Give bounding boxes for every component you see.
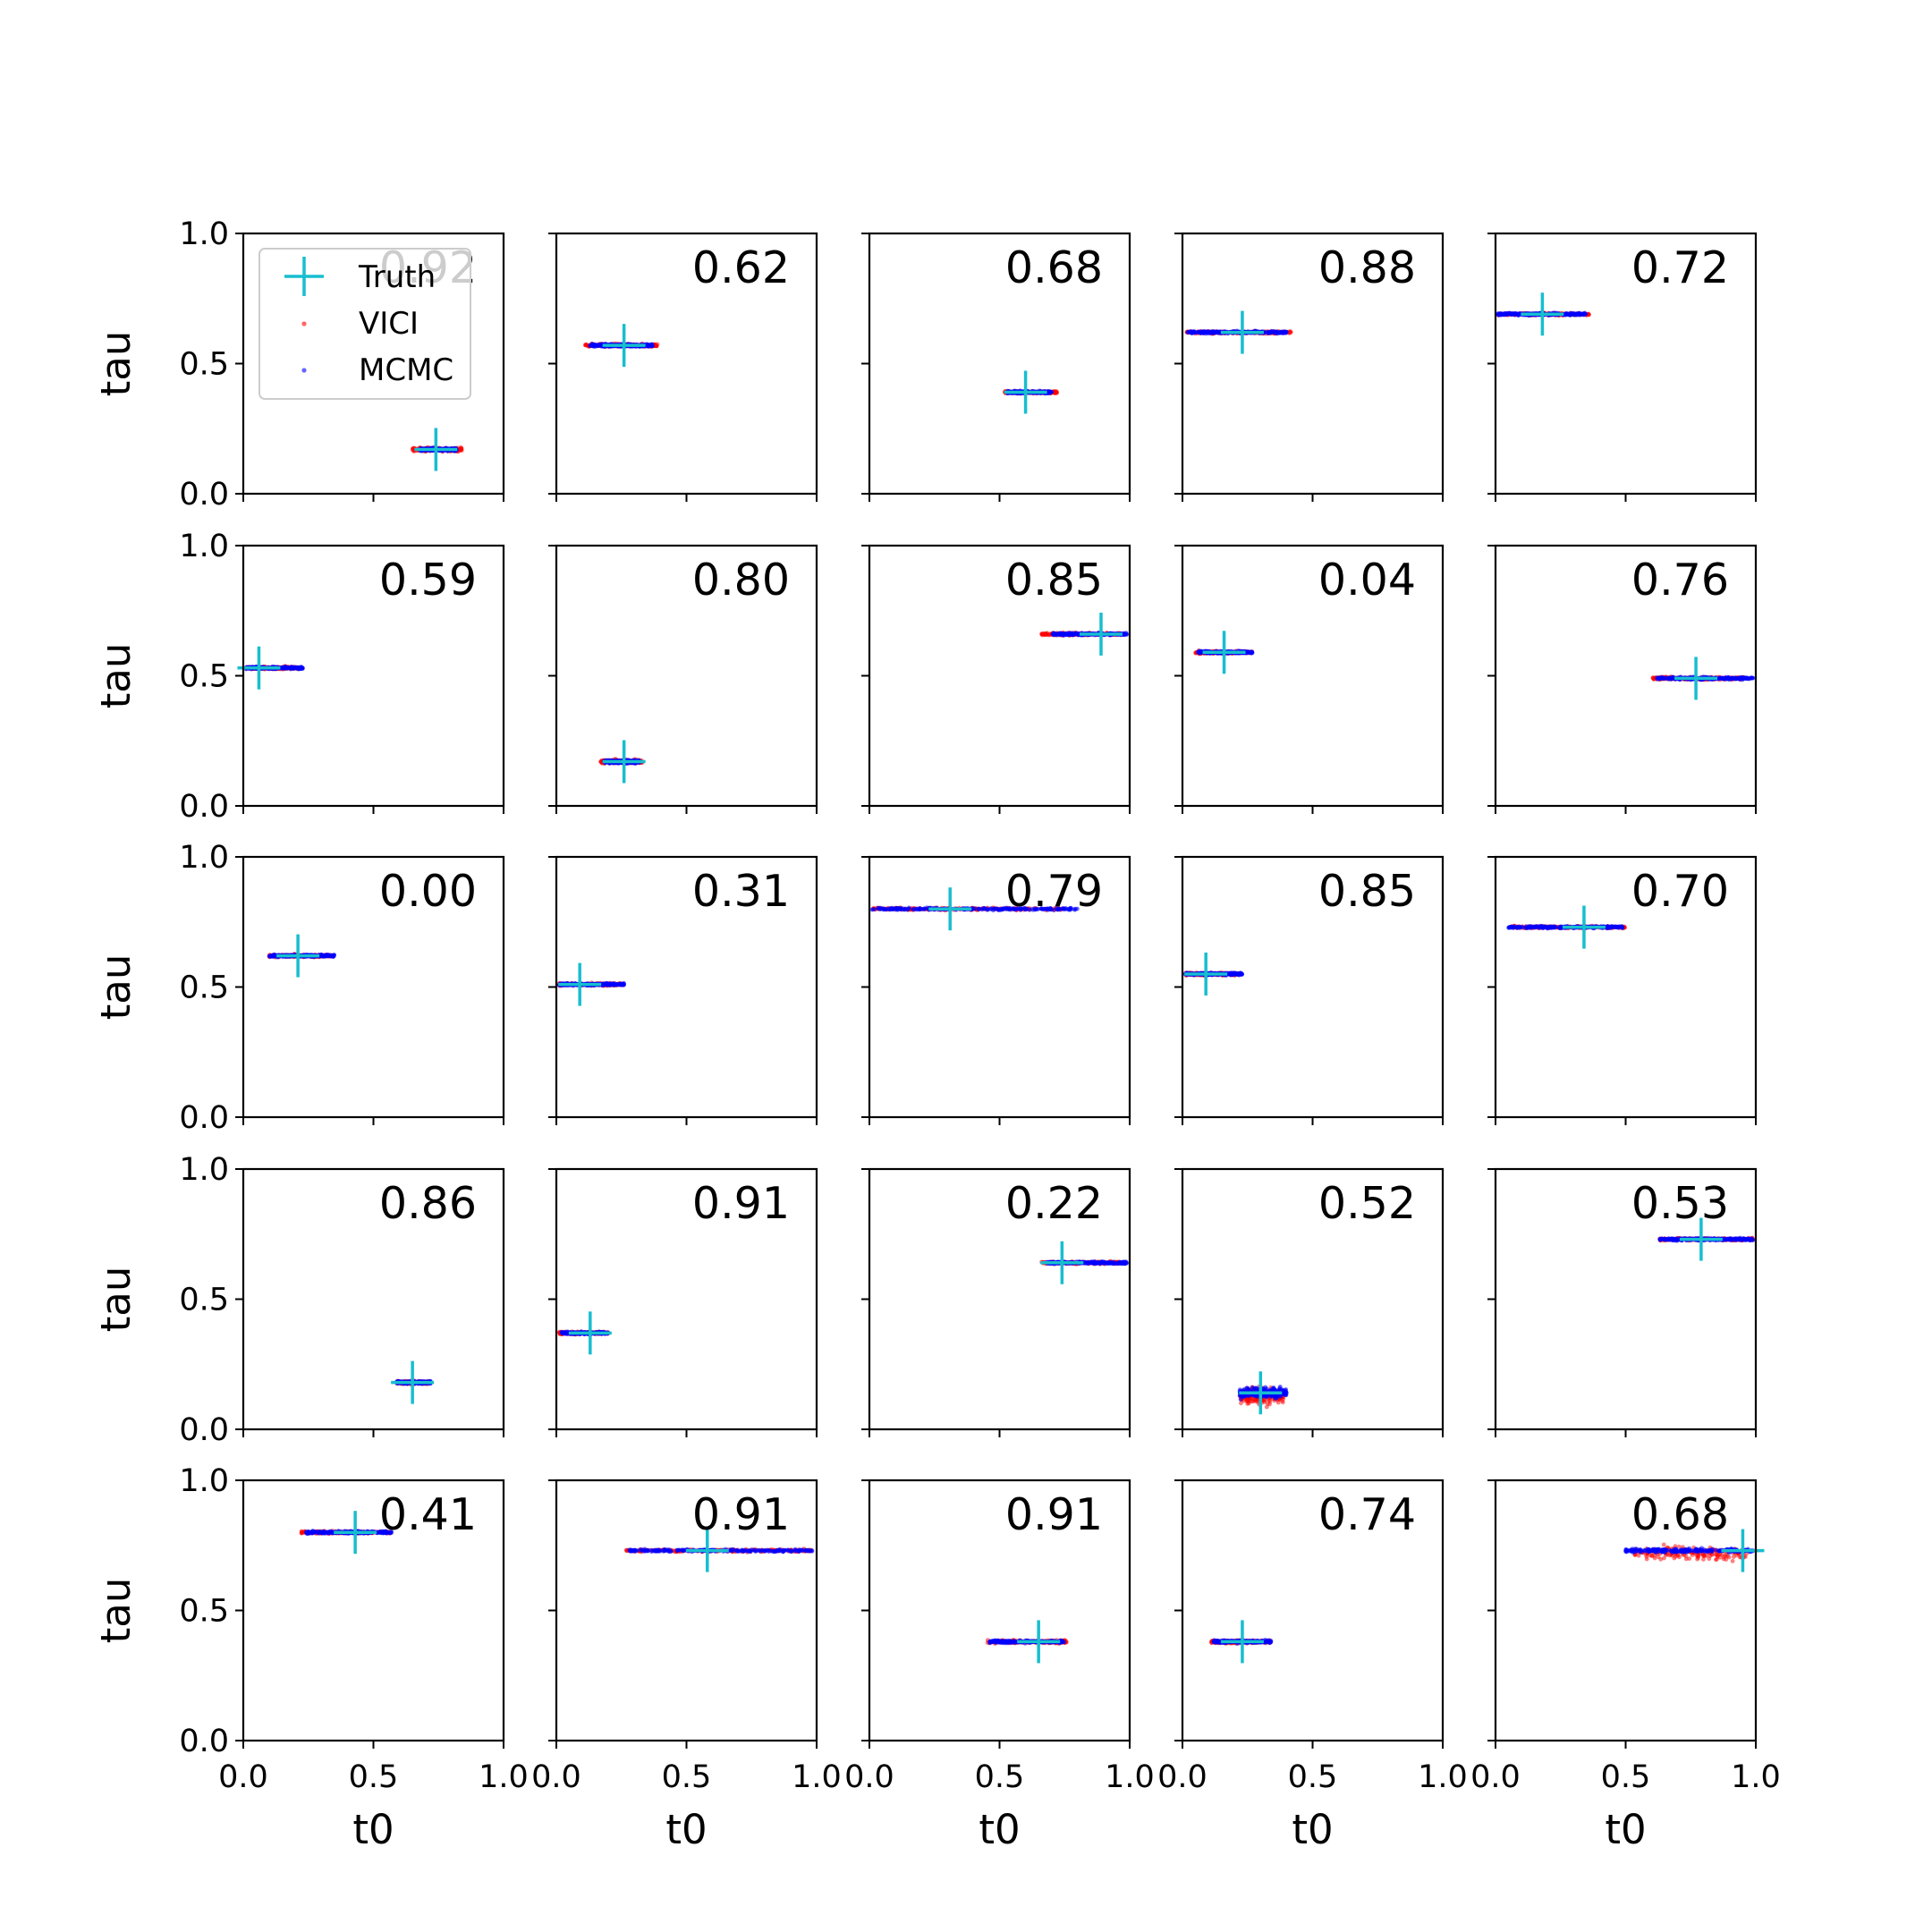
subplot-2-5: 0.76 [1487,544,1758,814]
vici-point [1288,330,1293,335]
panel-value: 0.00 [379,866,477,917]
mcmc-point [1498,311,1504,317]
panel-value: 0.59 [379,555,477,606]
mcmc-point [592,344,597,349]
mcmc-point [1568,310,1573,316]
panel-value: 0.68 [1005,242,1103,293]
mcmc-point [1058,631,1063,637]
mcmc-point [1246,649,1251,655]
y-tick-label: 0.0 [179,1100,229,1136]
subplot-2-3: 0.85 [861,544,1131,814]
y-axis-label: tau [92,954,140,1021]
y-axis-label: tau [92,331,140,397]
mcmc-point [1719,676,1724,682]
mcmc-point [1724,675,1730,681]
mcmc-point [1055,632,1059,638]
vici-point [1040,632,1045,638]
mcmc-point [1075,631,1080,637]
mcmc-point [1189,329,1193,335]
mcmc-point [295,665,301,671]
y-tick-label: 1.0 [179,216,229,252]
vici-point [653,343,658,347]
subplot-2-4: 0.04 [1174,544,1445,814]
subplot-1-2: 0.62 [548,232,818,502]
y-tick-label: 1.0 [179,529,229,564]
mcmc-point [647,343,651,348]
mcmc-point [1749,675,1753,681]
mcmc-point [1744,676,1750,682]
mcmc-point [1740,675,1745,680]
mcmc-point [284,665,289,671]
panel-value: 0.72 [1631,242,1729,293]
subplot-grid: 0.00.51.0tau0.920.620.680.880.720.00.51.… [92,216,1781,1853]
mcmc-point [1280,331,1285,335]
y-tick-label: 0.5 [179,970,229,1006]
mcmc-point [320,953,325,958]
panel-value: 0.85 [1005,555,1103,606]
panel-value: 0.80 [692,555,790,606]
y-tick-label: 1.0 [179,840,229,876]
panel-value: 0.88 [1318,242,1416,293]
mcmc-point [1124,631,1129,637]
subplot-3-1: 0.0 0.5 1.0 tau 0.00 [92,840,505,1136]
y-tick-label: 0.5 [179,347,229,383]
mcmc-point [1670,676,1674,681]
mcmc-point [1185,330,1191,335]
mcmc-point [1665,676,1671,681]
mcmc-point [1197,650,1201,655]
y-tick-label: 0.0 [179,477,229,513]
mcmc-point [1047,390,1053,395]
vici-point [1650,675,1656,681]
mcmc-point [1276,330,1282,335]
mcmc-point [1063,631,1069,637]
mcmc-point [1208,330,1214,335]
mcmc-point [588,343,593,348]
subplot-2-1: 0.0 0.5 1.0 tau 0.59 [92,529,505,825]
subplot-3-2: 0.31 [548,855,818,1125]
y-tick-label: 0.5 [179,659,229,695]
panel-value: 0.62 [692,242,790,293]
mcmc-point [299,666,304,672]
subplot-2-2: 0.80 [548,544,818,814]
mcmc-point [1069,631,1074,637]
panel-value: 0.76 [1631,555,1729,606]
mcmc-point [1572,312,1578,318]
mcmc-point [1517,311,1522,317]
mcmc-point [1581,311,1587,316]
mcmc-point [1216,329,1222,335]
mcmc-point [1733,676,1739,681]
subplot-1-5: 0.72 [1487,232,1758,502]
mcmc-point [292,665,297,670]
mcmc-point [1270,329,1275,335]
mcmc-point [281,665,285,671]
panel-value: 0.04 [1318,555,1416,606]
mcmc-point [1513,311,1518,317]
mcmc-point [1658,676,1663,681]
mcmc-point [1201,331,1206,336]
subplot-1-4: 0.88 [1174,232,1445,502]
mcmc-point [1507,310,1512,316]
y-tick-label: 0.0 [179,789,229,825]
mcmc-point [331,953,336,958]
mcmc-point [271,953,275,958]
subplot-1-3: 0.68 [861,232,1131,502]
y-axis-label: tau [92,643,140,709]
mcmc-point [1192,330,1198,335]
mcmc-point [1565,311,1570,317]
mcmc-point [326,953,332,958]
mcmc-point [1198,330,1203,335]
